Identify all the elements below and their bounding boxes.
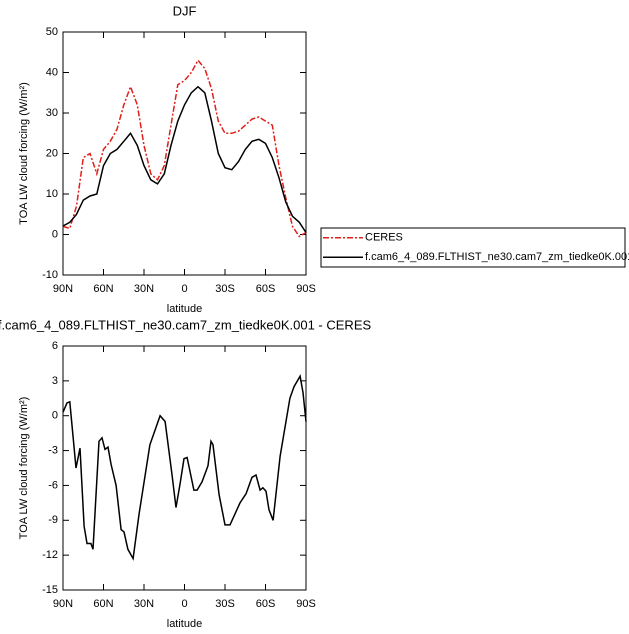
y-tick-label: -15 <box>42 584 58 596</box>
x-tick-label: 60N <box>93 598 113 610</box>
x-axis-label: latitude <box>167 618 202 630</box>
y-tick-label: -12 <box>42 549 58 561</box>
legend-label: f.cam6_4_089.FLTHIST_ne30.cam7_zm_tiedke… <box>365 251 629 263</box>
y-tick-label: -10 <box>42 269 58 281</box>
x-tick-label: 90N <box>53 283 73 295</box>
y-tick-label: 30 <box>46 107 58 119</box>
x-tick-label: 30S <box>215 283 235 295</box>
y-tick-label: -3 <box>48 444 58 456</box>
y-tick-label: -9 <box>48 514 58 526</box>
x-tick-label: 60N <box>93 283 113 295</box>
data-line <box>62 85 307 233</box>
x-tick-label: 0 <box>181 283 187 295</box>
x-tick-label: 60S <box>256 598 276 610</box>
legend-box <box>320 227 626 268</box>
x-axis-label: latitude <box>167 303 202 315</box>
y-tick-label: 6 <box>52 340 58 352</box>
y-tick-label: 20 <box>46 147 58 159</box>
x-tick-label: 30S <box>215 598 235 610</box>
y-axis-label: TOA LW cloud forcing (W/m²) <box>18 397 30 540</box>
x-tick-label: 30N <box>134 283 154 295</box>
y-tick-label: 0 <box>52 410 58 422</box>
x-tick-label: 30N <box>134 598 154 610</box>
x-tick-label: 0 <box>181 598 187 610</box>
y-tick-label: 0 <box>52 228 58 240</box>
y-tick-label: 10 <box>46 188 58 200</box>
data-line <box>62 58 307 238</box>
y-tick-label: 3 <box>52 375 58 387</box>
y-axis-label: TOA LW cloud forcing (W/m²) <box>18 82 30 225</box>
y-tick-label: -6 <box>48 479 58 491</box>
legend-label: CERES <box>365 232 403 244</box>
y-tick-label: 50 <box>46 26 58 38</box>
data-line <box>62 374 307 561</box>
y-tick-label: 40 <box>46 66 58 78</box>
chart-title: DJF <box>173 3 197 18</box>
plot-frame <box>62 345 307 591</box>
x-tick-label: 90S <box>296 283 316 295</box>
chart-title: f.cam6_4_089.FLTHIST_ne30.cam7_zm_tiedke… <box>0 317 371 332</box>
x-tick-label: 90S <box>296 598 316 610</box>
x-tick-label: 60S <box>256 283 276 295</box>
x-tick-label: 90N <box>53 598 73 610</box>
